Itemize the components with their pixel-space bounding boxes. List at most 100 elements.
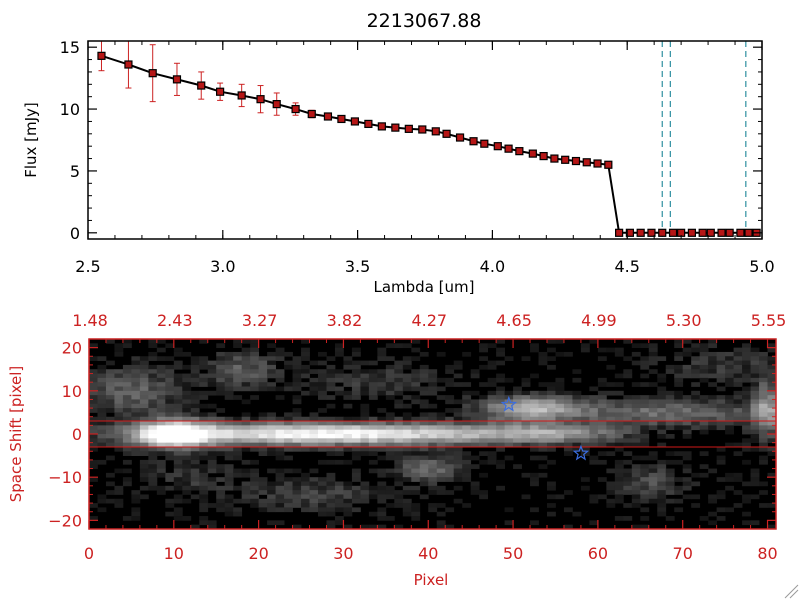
spectrum-pixel (750, 356, 760, 361)
spectrum-pixel (453, 498, 463, 504)
spectrum-pixel (241, 356, 251, 361)
spectrum-pixel (767, 503, 777, 508)
spectrum-pixel (648, 416, 658, 422)
spectrum-pixel (657, 412, 667, 418)
spectrum-pixel (479, 382, 489, 387)
spectrum-overlay (89, 395, 776, 461)
spectrum-pixel (402, 412, 412, 418)
spectrum-pixel (674, 399, 684, 405)
spectrum-pixel (385, 377, 395, 383)
spectrum-pixel (411, 347, 421, 353)
spectrum-pixel (148, 459, 158, 465)
spectrum-pixel (343, 364, 353, 370)
spectrum-pixel (165, 343, 175, 349)
spectrum-pixel (504, 403, 514, 409)
spectrum-pixel (343, 416, 353, 422)
spectrum-pixel (470, 438, 480, 444)
spectrum-pixel (139, 477, 149, 482)
spectrum-pixel (640, 395, 650, 400)
resize-grip-icon[interactable] (784, 584, 799, 599)
spectrum-pixel (699, 451, 709, 456)
spectrum-pixel (462, 408, 472, 413)
spectrum-pixel (699, 369, 709, 374)
spectrum-pixel (267, 490, 276, 495)
spectrum-pixel (759, 416, 768, 422)
spectrum-pixel (267, 451, 276, 456)
spectrum-pixel (631, 503, 641, 508)
spectrum-pixel (89, 373, 98, 379)
spectrum-pixel (767, 434, 777, 439)
spectrum-pixel (207, 377, 217, 383)
spectrum-pixel (267, 343, 276, 349)
spectrum-pixel (173, 455, 183, 461)
spectrum-pixel (631, 455, 641, 461)
spectrum-pixel (326, 395, 336, 400)
spectrum-pixel (597, 356, 607, 361)
spectrum-pixel (360, 360, 370, 366)
spectrum-pixel (411, 472, 421, 478)
spectrum-pixel (742, 347, 751, 353)
spectrum-pixel (767, 382, 777, 387)
spectrum-pixel (267, 494, 276, 500)
spectrum-pixel (385, 356, 395, 361)
spectrum-pixel (411, 416, 421, 422)
spectrum-pixel (114, 438, 124, 444)
spectrum-pixel (606, 399, 616, 405)
spectrum-pixel (275, 477, 285, 482)
spectrum-pixel (89, 516, 98, 521)
spectrum-pixel (385, 516, 395, 521)
spectrum-pixel (318, 429, 327, 435)
spectrum-pixel (334, 343, 344, 349)
spectrum-pixel (301, 494, 310, 500)
spectrum-pixel (623, 412, 633, 418)
spectrum-pixel (394, 490, 404, 495)
spectrum-pixel (759, 438, 768, 444)
spectrum-pixel (767, 403, 777, 409)
spectrum-pixel (665, 412, 675, 418)
spectrum-pixel (767, 412, 777, 418)
spectrum-pixel (156, 416, 166, 422)
spectrum-pixel (360, 369, 370, 374)
spectrum-pixel (640, 360, 650, 366)
spectrum-pixel (377, 425, 387, 431)
spectrum-pixel (640, 494, 650, 500)
spectrum-pixel (97, 364, 107, 370)
spectrum-pixel (250, 503, 260, 508)
spectrum-pixel (580, 408, 590, 413)
spectrum-pixel (250, 425, 260, 431)
spectrum-pixel (131, 442, 141, 448)
spectrum-pixel (597, 477, 607, 482)
spectrum-pixel (114, 377, 124, 383)
spectrum-pixel (343, 442, 353, 448)
spectrum-pixel (250, 421, 260, 426)
spectrum-pixel (258, 434, 268, 439)
spectrum-ytick-label: 0 (72, 425, 82, 444)
spectrum-pixel (682, 451, 692, 456)
spectrum-pixel (334, 416, 344, 422)
spectrum-pixel (241, 369, 251, 374)
spectrum-pixel (555, 339, 565, 344)
spectrum-pixel (233, 429, 243, 435)
spectrum-pixel (648, 347, 658, 353)
spectrum-pixel (759, 408, 768, 413)
spectrum-pixel (513, 421, 522, 426)
spectrum-pixel (665, 434, 675, 439)
spectrum-pixel (182, 390, 192, 396)
spectrum-pixel (640, 468, 650, 474)
spectrum-pixel (716, 351, 726, 357)
spectrum-pixel (614, 399, 624, 405)
spectrum-pixel (241, 377, 251, 383)
spectrum-pixel (148, 429, 158, 435)
spectrum-pixel (131, 446, 141, 452)
flux-data-point (698, 228, 707, 237)
spectrum-pixel (122, 438, 132, 444)
spectrum-pixel (394, 425, 404, 431)
spectrum-pixel (326, 386, 336, 392)
spectrum-pixel (742, 446, 751, 452)
spectrum-pixel (470, 455, 480, 461)
spectrum-pixel (250, 446, 260, 452)
spectrum-pixel (233, 446, 243, 452)
spectrum-pixel (648, 425, 658, 431)
wavelength-tick-label: 4.65 (496, 311, 532, 330)
spectrum-pixel (343, 438, 353, 444)
